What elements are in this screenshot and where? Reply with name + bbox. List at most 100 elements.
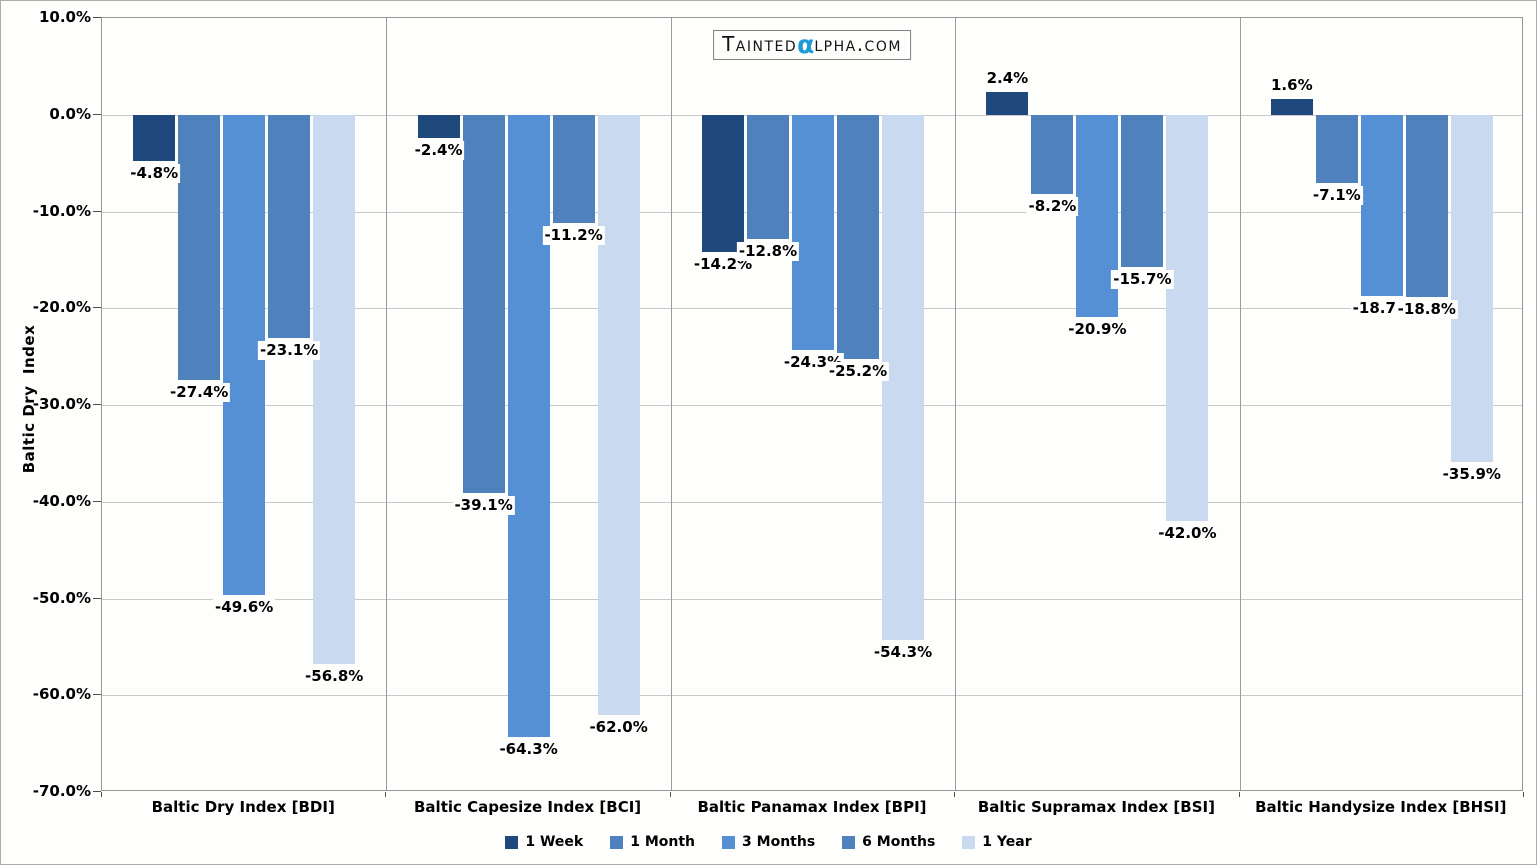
legend-label: 3 Months (742, 834, 816, 850)
y-axis-tick (93, 113, 101, 115)
bar-3-months (507, 114, 550, 737)
bar-1-week (417, 114, 460, 138)
x-axis-tick (954, 792, 956, 797)
bar-1-month (1031, 114, 1074, 195)
y-tick-label: -40.0% (32, 491, 91, 510)
bar-1-month (747, 114, 789, 239)
y-tick-label: -50.0% (32, 588, 91, 607)
gridline (102, 695, 1522, 697)
y-tick-label: -20.0% (32, 298, 91, 317)
alpha-glyph: α (797, 30, 815, 59)
bar-value-label: -23.1% (258, 341, 321, 361)
legend-label: 1 Month (630, 834, 696, 850)
y-tick-label: 10.0% (38, 8, 91, 26)
x-axis-tick (669, 792, 671, 797)
category-label: Baltic Panamax Index [BPI] (697, 798, 927, 816)
y-tick-label: -60.0% (32, 685, 91, 704)
bar-value-label: -56.8% (303, 667, 366, 687)
legend-label: 1 Year (982, 834, 1032, 850)
y-axis-tick (93, 597, 101, 599)
legend-item: 3 Months (722, 834, 815, 851)
bar-value-label: 2.4% (984, 68, 1031, 88)
category-label: Baltic Capesize Index [BCI] (414, 798, 642, 816)
x-axis-tick (101, 792, 102, 797)
plot-area: -4.8% -2.4% -14.2% 2.4% 1.6% -27.4% -39.1% -12.… (101, 17, 1523, 791)
bar-value-label: -8.2% (1026, 197, 1079, 217)
bar-value-label: -25.2% (826, 361, 890, 381)
bar-1-week (702, 114, 744, 253)
bar-6-months (1121, 114, 1164, 267)
bar-6-months (552, 114, 595, 224)
logo-suffix: lpha.com (814, 32, 902, 56)
bar-1-month (462, 114, 505, 494)
y-axis-tick (93, 791, 101, 792)
bar-value-label: -15.7% (1111, 269, 1174, 289)
y-axis-tick (93, 404, 101, 405)
bar-value-label: -11.2% (542, 226, 605, 246)
legend-swatch (610, 836, 624, 849)
gridline (102, 501, 1522, 503)
bar-value-label: -64.3% (497, 739, 560, 759)
bar-1-year (1166, 114, 1209, 522)
y-tick-label: -10.0% (32, 201, 91, 220)
y-tick-label: 0.0% (49, 104, 91, 123)
legend-label: 6 Months (862, 834, 936, 850)
bar-1-week (133, 114, 176, 162)
bar-value-label: -49.6% (213, 597, 276, 617)
bar-1-week (986, 91, 1029, 115)
legend-item: 1 Week (505, 834, 583, 851)
bar-value-label: -12.8% (736, 241, 800, 261)
legend-swatch (842, 836, 856, 849)
x-axis-tick (1523, 792, 1524, 797)
category-label: Baltic Supramax Index [BSI] (977, 798, 1215, 816)
bar-value-label: -39.1% (452, 496, 515, 516)
bar-6-months (837, 114, 879, 359)
bar-value-label: -42.0% (1156, 524, 1219, 544)
y-tick-label: -70.0% (32, 782, 91, 800)
gridline (102, 598, 1522, 600)
bar-3-months (792, 114, 834, 350)
bar-value-label: -62.0% (587, 717, 650, 737)
legend-item: 1 Year (962, 834, 1032, 851)
bar-value-label: -7.1% (1310, 186, 1363, 206)
bar-1-year (1450, 114, 1493, 463)
x-axis-tick (385, 792, 387, 797)
bar-value-label: -2.4% (412, 140, 465, 160)
legend-swatch (962, 836, 976, 849)
legend: 1 Week 1 Month 3 Months 6 Months 1 Year (1, 834, 1536, 851)
panel-divider (955, 18, 957, 790)
bar-value-label: -35.9% (1440, 465, 1503, 485)
legend-item: 6 Months (842, 834, 935, 851)
bar-1-year (597, 114, 640, 715)
gridline (102, 405, 1522, 406)
y-tick-label: -30.0% (32, 395, 91, 413)
panel-divider (386, 18, 388, 790)
y-axis-tick (93, 17, 101, 18)
bar-6-months (1405, 114, 1448, 297)
legend-item: 1 Month (610, 834, 695, 851)
y-axis-tick (93, 307, 101, 309)
panel-divider (670, 18, 672, 790)
category-label: Baltic Handysize Index [BHSI] (1255, 798, 1507, 816)
tainted-alpha-logo: Taintedαlpha.com (713, 30, 911, 60)
category-label: Baltic Dry Index [BDI] (151, 798, 335, 816)
bar-value-label: -4.8% (128, 164, 181, 184)
legend-swatch (505, 836, 519, 849)
legend-label: 1 Week (525, 834, 584, 850)
bar-value-label: -54.3% (871, 643, 935, 663)
bar-1-month (1315, 114, 1358, 184)
bar-value-label: -18.8% (1395, 299, 1458, 319)
logo-prefix: Tainted (722, 32, 798, 56)
bar-1-month (178, 114, 221, 380)
y-axis-tick (93, 210, 101, 212)
bar-1-week (1270, 99, 1313, 115)
bar-6-months (268, 114, 311, 339)
bar-value-label: -20.9% (1066, 319, 1129, 339)
bar-value-label: 1.6% (1268, 76, 1315, 96)
legend-swatch (722, 836, 736, 849)
bar-value-label: -27.4% (168, 382, 231, 402)
panel-divider (1239, 18, 1241, 790)
bar-3-months (1360, 114, 1403, 296)
x-axis-tick (1238, 792, 1240, 797)
y-axis-tick (93, 500, 101, 502)
